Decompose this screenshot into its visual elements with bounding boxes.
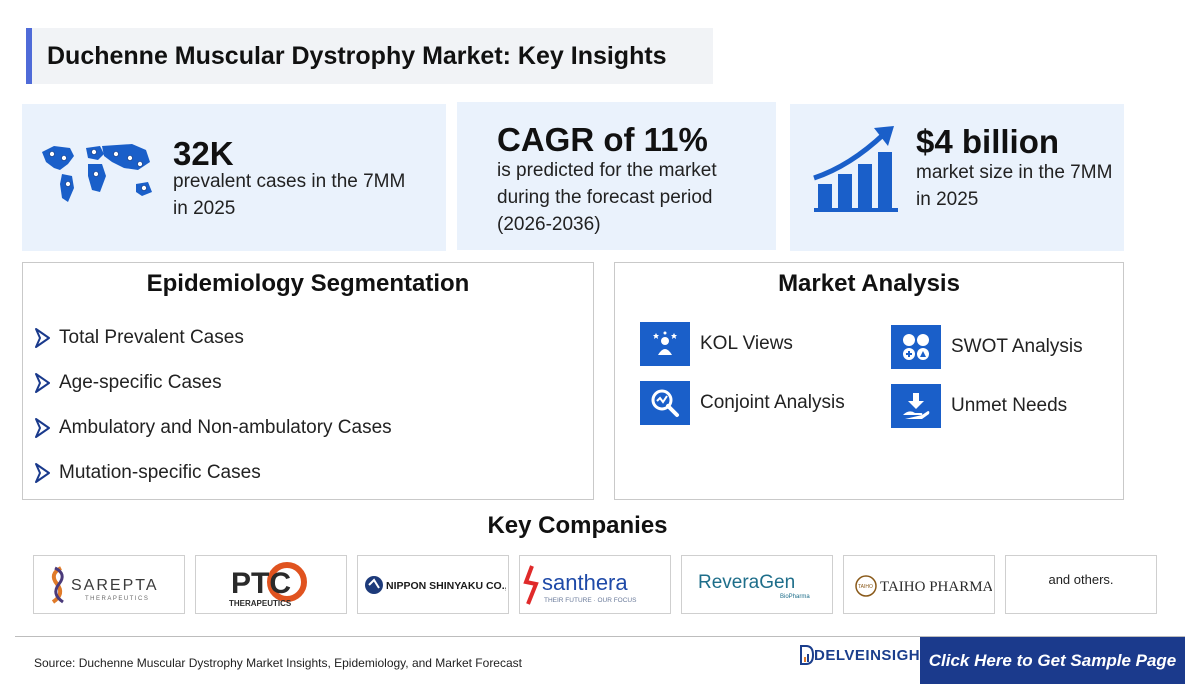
chevron-right-icon <box>33 327 57 349</box>
key-companies-title: Key Companies <box>487 512 668 539</box>
list-item: Ambulatory and Non-ambulatory Cases <box>33 405 392 450</box>
logo-taiho: TAIHO TAIHO PHARMA <box>843 555 995 614</box>
epidemiology-panel: Epidemiology Segmentation Total Prevalen… <box>22 262 594 500</box>
market-item-label: Conjoint Analysis <box>700 392 845 413</box>
nippon-shinyaku-logo: NIPPON SHINYAKU CO.,LTD. <box>365 575 506 594</box>
sample-page-button[interactable]: Click Here to Get Sample Page <box>920 637 1185 684</box>
svg-text:santhera: santhera <box>542 570 628 595</box>
taiho-logo: TAIHO TAIHO PHARMA <box>855 574 992 597</box>
logo-sarepta: SAREPTA THERAPEUTICS <box>33 555 185 614</box>
growth-chart-icon <box>813 126 898 212</box>
company-logos: SAREPTA THERAPEUTICS PTC THERAPEUTICS NI… <box>33 555 1157 614</box>
svg-text:THERAPEUTICS: THERAPEUTICS <box>229 599 292 608</box>
list-item-label: Age-specific Cases <box>59 371 222 393</box>
chevron-right-icon <box>33 462 57 484</box>
list-item-label: Total Prevalent Cases <box>59 326 244 348</box>
ptc-logo: PTC THERAPEUTICS <box>229 561 307 608</box>
market-analysis-title: Market Analysis <box>778 270 960 297</box>
kol-views-icon <box>640 322 690 366</box>
chevron-right-icon <box>33 417 57 439</box>
market-item-label: Unmet Needs <box>951 395 1068 416</box>
market-item-kol-views: KOL Views <box>640 322 793 366</box>
stat-card-cagr: CAGR of 11% is predicted for the market … <box>457 102 776 250</box>
stat-value: CAGR of 11% <box>497 121 708 158</box>
svg-text:NIPPON SHINYAKU CO.,LTD.: NIPPON SHINYAKU CO.,LTD. <box>386 580 506 592</box>
market-item-conjoint: Conjoint Analysis <box>640 381 845 425</box>
stat-description: prevalent cases in the 7MM in 2025 <box>173 171 406 219</box>
footer-divider <box>15 636 1185 637</box>
list-item: Age-specific Cases <box>33 360 392 405</box>
list-item: Mutation-specific Cases <box>33 450 392 495</box>
svg-text:BioPharma: BioPharma <box>780 594 810 600</box>
stat-card-market-size: $4 billion market size in the 7MM in 202… <box>790 104 1124 251</box>
logo-ptc: PTC THERAPEUTICS <box>195 555 347 614</box>
market-analysis-panel: Market Analysis KOL Views SWOT Analysis … <box>614 262 1124 500</box>
unmet-needs-icon <box>891 384 941 428</box>
reveragen-logo: ReveraGen BioPharma <box>698 572 810 600</box>
logo-nippon-shinyaku: NIPPON SHINYAKU CO.,LTD. <box>357 555 509 614</box>
stat-description: market size in the 7MM in 2025 <box>916 162 1113 210</box>
brand-name: DELVEINSIGHT <box>814 646 930 664</box>
svg-text:SAREPTA: SAREPTA <box>71 577 159 594</box>
logo-others: and others. <box>1005 555 1157 614</box>
list-item: Total Prevalent Cases <box>33 315 392 360</box>
logo-santhera: santhera THEIR FUTURE · OUR FOCUS <box>519 555 671 614</box>
epidemiology-list: Total Prevalent Cases Age-specific Cases… <box>33 315 392 495</box>
logo-reveragen: ReveraGen BioPharma <box>681 555 833 614</box>
delveinsight-mark-icon <box>800 645 814 665</box>
swot-icon <box>891 325 941 369</box>
list-item-label: Mutation-specific Cases <box>59 461 261 483</box>
stat-card-prevalence: 32K prevalent cases in the 7MM in 2025 <box>22 104 446 251</box>
source-note: Source: Duchenne Muscular Dystrophy Mark… <box>34 656 522 670</box>
market-item-label: SWOT Analysis <box>951 336 1083 357</box>
stat-value: 32K <box>173 135 234 172</box>
sarepta-logo: SAREPTA THERAPEUTICS <box>51 565 159 604</box>
market-item-swot: SWOT Analysis <box>891 325 1083 369</box>
conjoint-analysis-icon <box>640 381 690 425</box>
market-item-label: KOL Views <box>700 333 793 354</box>
svg-text:TAIHO PHARMA: TAIHO PHARMA <box>880 579 992 595</box>
page-title: Duchenne Muscular Dystrophy Market: Key … <box>47 42 667 70</box>
market-item-unmet-needs: Unmet Needs <box>891 384 1067 428</box>
svg-text:ReveraGen: ReveraGen <box>698 572 795 593</box>
svg-text:THEIR FUTURE · OUR FOCUS: THEIR FUTURE · OUR FOCUS <box>544 597 637 604</box>
svg-text:THERAPEUTICS: THERAPEUTICS <box>85 596 149 602</box>
stat-description: is predicted for the market during the f… <box>497 160 717 235</box>
santhera-logo: santhera THEIR FUTURE · OUR FOCUS <box>523 564 637 605</box>
title-bar: Duchenne Muscular Dystrophy Market: Key … <box>26 28 713 84</box>
epidemiology-title: Epidemiology Segmentation <box>146 270 470 297</box>
svg-text:TAIHO: TAIHO <box>858 584 873 590</box>
list-item-label: Ambulatory and Non-ambulatory Cases <box>59 416 392 438</box>
delveinsight-logo: DELVEINSIGHT <box>800 645 930 665</box>
chevron-right-icon <box>33 372 57 394</box>
world-map-icon <box>42 144 152 202</box>
stat-value: $4 billion <box>916 123 1060 160</box>
svg-text:PTC: PTC <box>231 567 291 600</box>
